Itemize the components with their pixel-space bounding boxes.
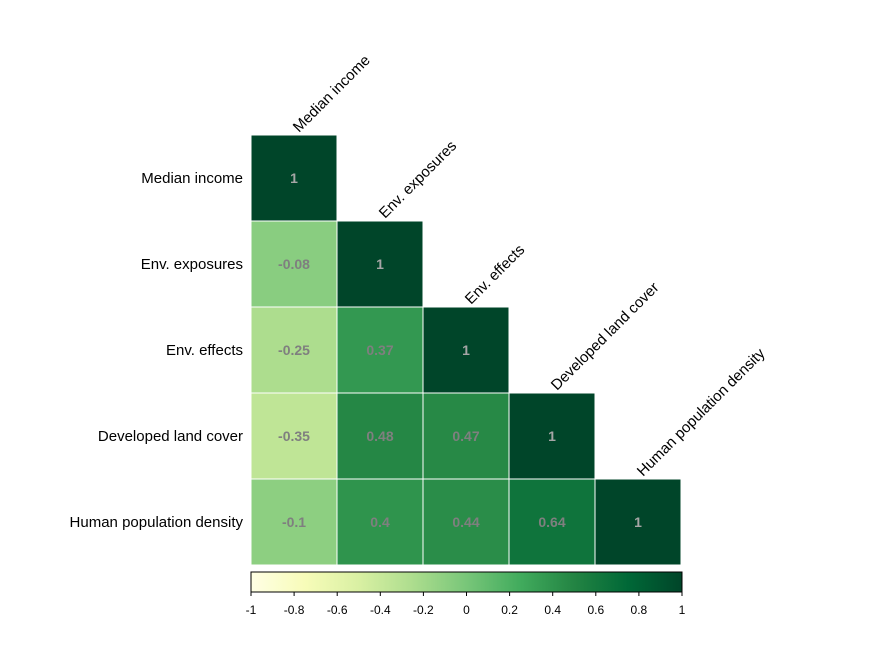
cell-value-human-population-density-env-effects: 0.44 — [452, 514, 479, 530]
cell-env-effects-env-exposures — [336, 306, 424, 394]
cell-value-developed-land-cover-developed-land-cover: 1 — [548, 428, 556, 444]
colorbar-tick-label: 0.2 — [501, 603, 518, 617]
row-label-env-exposures: Env. exposures — [141, 256, 243, 273]
column-label-median-income: Median income — [290, 52, 374, 136]
colorbar-tick-label: -0.6 — [327, 603, 348, 617]
cell-value-env-exposures-median-income: -0.08 — [278, 256, 310, 272]
colorbar-tick-label: 0.4 — [544, 603, 561, 617]
cell-env-effects-env-effects — [422, 306, 510, 394]
cell-developed-land-cover-env-exposures — [336, 392, 424, 480]
cell-env-exposures-median-income — [250, 220, 338, 308]
colorbar-tick-label: -0.2 — [413, 603, 434, 617]
cell-value-human-population-density-developed-land-cover: 0.64 — [538, 514, 565, 530]
row-label-human-population-density: Human population density — [70, 514, 244, 531]
colorbar-tick-label: -1 — [246, 603, 257, 617]
cell-median-income-median-income — [250, 134, 338, 222]
column-label-human-population-density: Human population density — [634, 345, 769, 480]
cell-value-env-effects-median-income: -0.25 — [278, 342, 310, 358]
cell-env-exposures-env-exposures — [336, 220, 424, 308]
cell-value-developed-land-cover-env-exposures: 0.48 — [366, 428, 393, 444]
column-label-developed-land-cover: Developed land cover — [548, 279, 663, 394]
heatmap-cells — [250, 134, 682, 566]
cell-value-developed-land-cover-env-effects: 0.47 — [452, 428, 479, 444]
cell-value-human-population-density-env-exposures: 0.4 — [370, 514, 390, 530]
colorbar-tick-label: 0 — [463, 603, 470, 617]
cell-value-env-effects-env-exposures: 0.37 — [366, 342, 393, 358]
column-label-env-exposures: Env. exposures — [376, 137, 460, 221]
row-label-developed-land-cover: Developed land cover — [98, 428, 243, 445]
colorbar-tick-label: 1 — [679, 603, 686, 617]
colorbar-tick-label: -0.8 — [284, 603, 305, 617]
cell-human-population-density-human-population-density — [594, 478, 682, 566]
row-label-env-effects: Env. effects — [166, 342, 243, 359]
row-label-median-income: Median income — [141, 170, 243, 187]
colorbar-tick-label: -0.4 — [370, 603, 391, 617]
cell-human-population-density-developed-land-cover — [508, 478, 596, 566]
cell-value-human-population-density-median-income: -0.1 — [282, 514, 306, 530]
cell-human-population-density-env-effects — [422, 478, 510, 566]
heatmap-values: 1 -0.08 1 -0.25 0.37 1 -0.35 0.48 0.47 1 -0.1 0.4 0.… — [278, 170, 642, 530]
colorbar-tick-label: 0.8 — [631, 603, 648, 617]
colorbar: -1 -0.8 -0.6 -0.4 -0.2 0 0.2 0.4 0.6 0.8 1 — [246, 571, 686, 617]
row-labels: Median income Env. exposures Env. effects D… — [70, 170, 244, 531]
cell-value-env-exposures-env-exposures: 1 — [376, 256, 384, 272]
cell-value-developed-land-cover-median-income: -0.35 — [278, 428, 310, 444]
cell-value-env-effects-env-effects: 1 — [462, 342, 470, 358]
cell-value-median-income-median-income: 1 — [290, 170, 298, 186]
cell-human-population-density-env-exposures — [336, 478, 424, 566]
cell-env-effects-median-income — [250, 306, 338, 394]
column-label-env-effects: Env. effects — [462, 241, 528, 307]
colorbar-gradient — [250, 571, 683, 593]
cell-value-human-population-density-human-population-density: 1 — [634, 514, 642, 530]
cell-developed-land-cover-developed-land-cover — [508, 392, 596, 480]
colorbar-tick-label: 0.6 — [587, 603, 604, 617]
